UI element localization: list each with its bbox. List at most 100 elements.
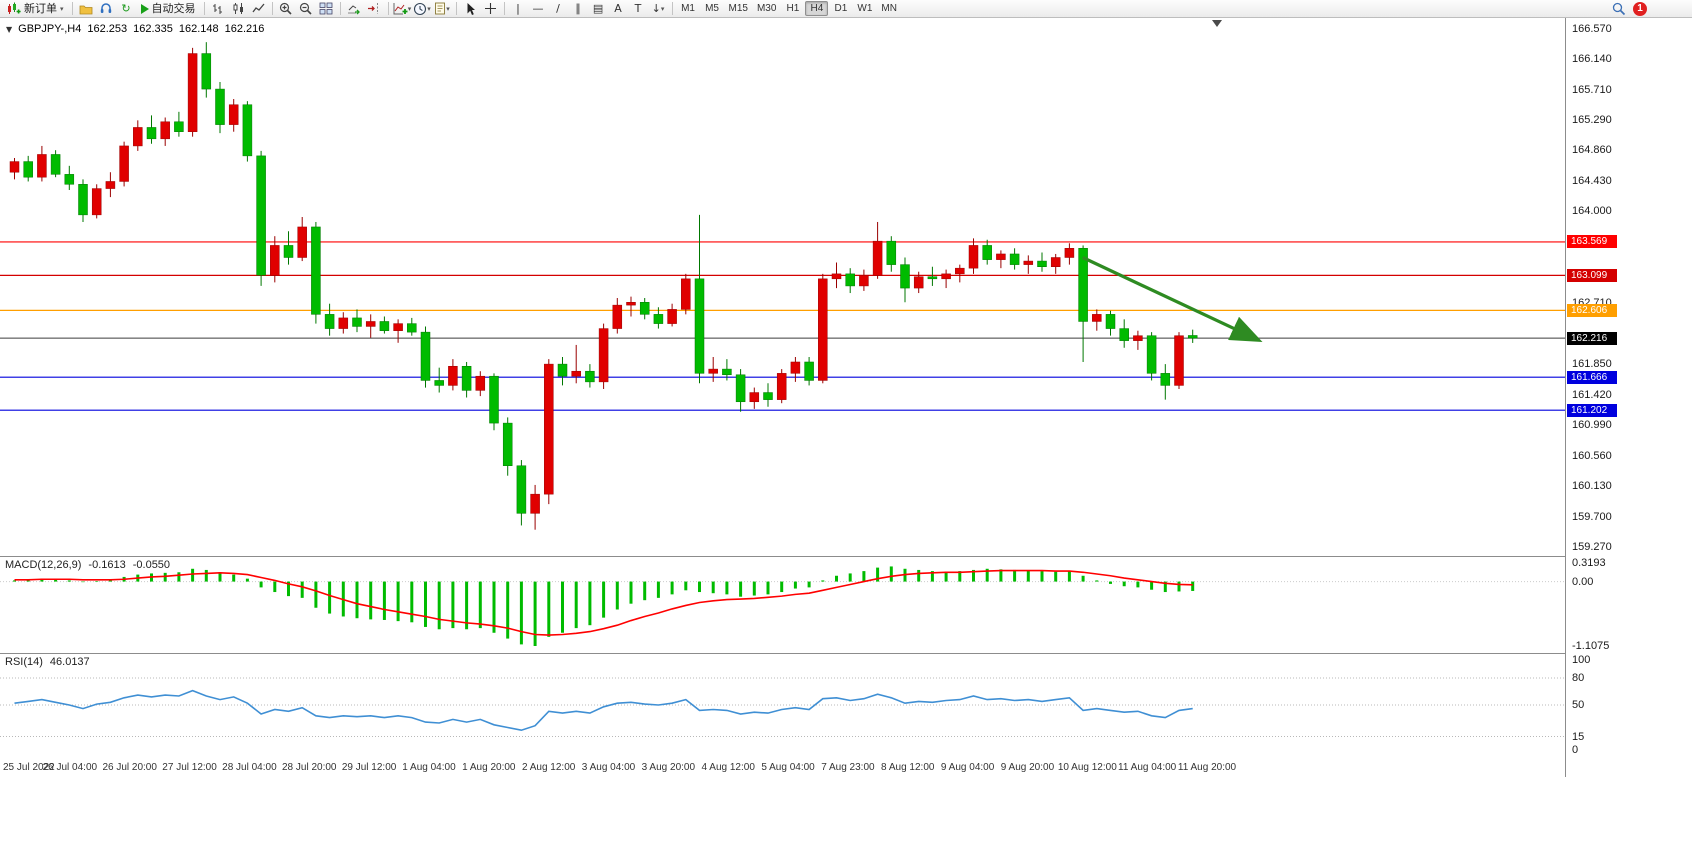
price-tag-161.666[interactable]: 161.666 — [1567, 370, 1617, 384]
price-tick-label: 164.000 — [1572, 205, 1612, 218]
price-tag-161.202[interactable]: 161.202 — [1567, 403, 1617, 417]
channel-button[interactable]: ∥ — [569, 1, 588, 17]
fibonacci-button[interactable]: ▤ — [589, 1, 608, 17]
candle — [365, 314, 376, 338]
date-label: 5 Aug 04:00 — [761, 762, 815, 773]
candle — [379, 316, 390, 334]
candle-body — [420, 331, 431, 381]
macd-panel[interactable] — [0, 556, 1565, 653]
date-label: 9 Aug 20:00 — [1000, 762, 1055, 773]
chart-shift-button[interactable] — [365, 1, 384, 17]
new-order-button[interactable]: 新订单 ▾ — [3, 1, 68, 17]
price-axis[interactable]: 166.570 166.140 165.710 165.290 164.860 164.4… — [1565, 18, 1692, 777]
price-tick-label: 165.290 — [1572, 113, 1612, 126]
date-label: 8 Aug 12:00 — [881, 762, 935, 773]
candle-body — [955, 267, 965, 275]
candle-body — [1105, 314, 1116, 329]
timeframe-M1[interactable]: M1 — [681, 3, 695, 14]
text-button[interactable]: A — [609, 1, 628, 17]
candle — [544, 359, 554, 505]
toolbar-separator — [339, 2, 341, 15]
text-label-button[interactable]: T — [629, 1, 648, 17]
templates-button[interactable]: ▾ — [433, 1, 452, 17]
candle-body — [448, 365, 458, 386]
candlestick-chart-button[interactable] — [229, 1, 248, 17]
candle — [105, 172, 116, 198]
toolbar-separator — [455, 2, 457, 15]
macd-value-1: -0.1613 — [88, 559, 126, 571]
price-tick-label: 165.710 — [1572, 83, 1612, 96]
zoom-out-button[interactable] — [297, 1, 316, 17]
price-tag-162.606[interactable]: 162.606 — [1567, 303, 1617, 317]
chart-shift-icon — [368, 3, 379, 14]
date-label: 3 Aug 20:00 — [641, 762, 696, 773]
trend-arrow[interactable] — [1082, 256, 1263, 342]
timeframe-H1[interactable]: H1 — [786, 3, 800, 14]
rsi-tick-label: 15 — [1572, 730, 1585, 743]
chevron-down-icon: ▾ — [446, 4, 450, 13]
date-axis[interactable]: 25 Jul 2022 26 Jul 04:00 26 Jul 20:00 27 Ju… — [0, 757, 1565, 777]
timeframe-H4[interactable]: H4 — [805, 1, 829, 16]
auto-scroll-button[interactable] — [345, 1, 364, 17]
chart-shift-marker[interactable] — [1212, 20, 1222, 27]
chevron-down-icon: ▾ — [60, 4, 64, 13]
date-label: 1 Aug 20:00 — [462, 762, 516, 773]
periods-button[interactable]: ▾ — [413, 1, 432, 17]
candle — [502, 417, 513, 476]
timeframe-M5[interactable]: M5 — [705, 3, 719, 14]
timeframe-M15[interactable]: M15 — [728, 3, 748, 14]
zoom-in-button[interactable] — [277, 1, 296, 17]
refresh-button[interactable]: ↻ — [117, 1, 136, 17]
auto-trading-button[interactable]: 自动交易 — [137, 1, 200, 17]
candle-body — [338, 317, 349, 329]
candle-body — [393, 323, 403, 331]
candle-body — [64, 174, 75, 185]
notification-badge[interactable]: 1 — [1633, 1, 1647, 16]
profiles-button[interactable] — [77, 1, 96, 17]
date-label: 2 Aug 12:00 — [521, 762, 576, 773]
trendline-button[interactable]: / — [549, 1, 568, 17]
search-button[interactable] — [1609, 1, 1628, 17]
candle-body — [653, 314, 664, 324]
crosshair-button[interactable] — [481, 1, 500, 17]
bar-chart-button[interactable] — [209, 1, 228, 17]
candles-layer — [9, 42, 1198, 530]
timeframe-MN[interactable]: MN — [881, 3, 897, 14]
candle — [187, 47, 198, 137]
tile-windows-button[interactable] — [317, 1, 336, 17]
candle — [324, 303, 335, 336]
candle-body — [407, 323, 417, 333]
cursor-button[interactable] — [461, 1, 480, 17]
timeframe-M30[interactable]: M30 — [756, 3, 777, 14]
price-tick-label: 166.140 — [1572, 53, 1612, 66]
candle-body — [1050, 257, 1061, 267]
candle — [900, 257, 910, 303]
vertical-line-button[interactable]: | — [509, 1, 528, 17]
candle-body — [667, 309, 677, 324]
chart-menu-icon[interactable]: ▼ — [6, 24, 13, 34]
candle — [804, 357, 814, 386]
price-tag-163.099[interactable]: 163.099 — [1567, 268, 1617, 282]
candle-body — [639, 302, 650, 315]
candle-body — [776, 373, 787, 400]
timeframe-D1[interactable]: D1 — [834, 3, 848, 14]
rsi-panel[interactable] — [0, 653, 1565, 757]
crosshair-icon — [484, 3, 496, 14]
trendline-icon: / — [556, 1, 560, 15]
candle-body — [1146, 335, 1157, 374]
macd-tick-label: -1.1075 — [1572, 640, 1610, 652]
candle — [228, 99, 239, 132]
support-button[interactable] — [97, 1, 116, 17]
candle — [297, 216, 307, 262]
horizontal-line-button[interactable]: — — [529, 1, 548, 17]
price-tag-163.569[interactable]: 163.569 — [1567, 235, 1617, 249]
line-chart-button[interactable] — [249, 1, 268, 17]
candle-body — [379, 321, 390, 331]
indicators-button[interactable]: ▾ — [393, 1, 412, 17]
candle — [352, 309, 362, 333]
panel-separator[interactable] — [0, 653, 1692, 654]
timeframe-W1[interactable]: W1 — [857, 3, 873, 14]
arrows-tool-button[interactable]: ↓ ▾ — [649, 1, 668, 17]
price-chart[interactable] — [0, 18, 1565, 556]
panel-separator[interactable] — [0, 556, 1692, 557]
